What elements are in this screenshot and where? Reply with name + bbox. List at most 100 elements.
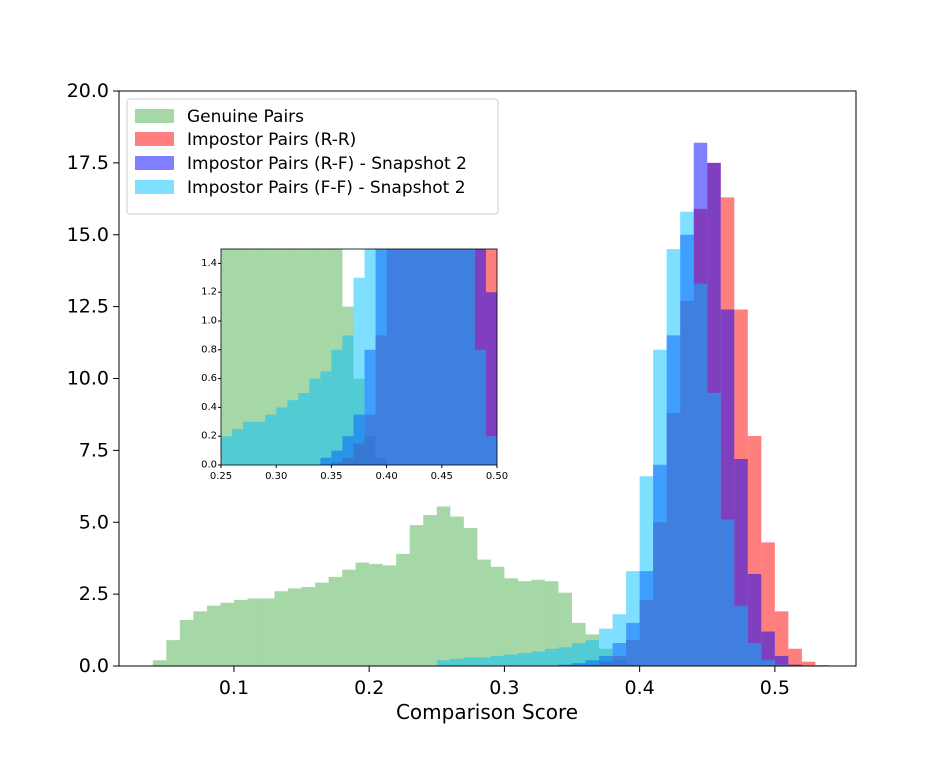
bar-impostor-pairs-r-r (774, 611, 789, 666)
bar-impostor-pairs-f-f-snapshot-2 (477, 657, 491, 666)
bar-genuine-pairs (152, 660, 167, 666)
inset-bar-impostor-pairs-f-f-snapshot-2 (397, 249, 409, 465)
legend-swatch-impostor-rr (135, 132, 174, 146)
bar-impostor-pairs-f-f-snapshot-2 (436, 660, 451, 666)
inset-bar-genuine-pairs (287, 249, 299, 465)
bar-impostor-pairs-f-f-snapshot-2 (558, 647, 573, 666)
bar-genuine-pairs (247, 598, 261, 666)
inset-x-tick-label: 0.45 (431, 471, 453, 482)
x-tick-label: 0.4 (625, 677, 655, 699)
inset-y-tick-label: 0.8 (201, 344, 217, 355)
inset-bar-impostor-pairs-f-f-snapshot-2 (353, 277, 365, 465)
inset-bar-genuine-pairs (0, 335, 11, 465)
inset-plot: 0.25 0.30 0.35 0.40 0.45 0.50 0.0 0.2 0.4 0.6 0.8… (0, 76, 508, 482)
legend-label-impostor-ff: Impostor Pairs (F-F) - Snapshot 2 (187, 178, 466, 198)
bar-impostor-pairs-f-f-snapshot-2 (504, 654, 518, 666)
bar-genuine-pairs (504, 578, 518, 666)
legend: Genuine Pairs Impostor Pairs (R-R) Impos… (126, 98, 499, 215)
inset-bar-impostor-pairs-f-f-snapshot-2 (309, 378, 321, 465)
inset-bar-impostor-pairs-f-f-snapshot-2 (419, 249, 431, 465)
inset-y-tick-label: 1.0 (201, 316, 217, 327)
bar-genuine-pairs (450, 516, 464, 666)
inset-bar-genuine-pairs (298, 249, 310, 465)
bar-impostor-pairs-f-f-snapshot-2 (572, 643, 586, 666)
inset-bar-genuine-pairs (55, 134, 66, 465)
legend-swatch-impostor-rf (135, 156, 174, 170)
bar-genuine-pairs (355, 562, 370, 666)
bar-genuine-pairs (301, 586, 316, 666)
bar-genuine-pairs (382, 565, 397, 666)
inset-bar-impostor-pairs-f-f-snapshot-2 (430, 249, 442, 465)
inset-bar-impostor-pairs-f-f-snapshot-2 (386, 249, 398, 465)
inset-bar-impostor-pairs-f-f-snapshot-2 (221, 436, 233, 465)
inset-bar-impostor-pairs-f-f-snapshot-2 (320, 371, 332, 465)
inset-bar-impostor-pairs-f-f-snapshot-2 (331, 349, 343, 465)
inset-bar-impostor-pairs-f-f-snapshot-2 (375, 249, 387, 465)
inset-y-tick-label: 0.6 (201, 373, 217, 384)
bar-impostor-pairs-r-f-snapshot-2 (788, 664, 802, 666)
inset-bar-impostor-pairs-f-f-snapshot-2 (441, 249, 453, 465)
bar-impostor-pairs-f-f-snapshot-2 (450, 658, 464, 666)
y-tick-label: 17.5 (67, 152, 109, 174)
bar-impostor-pairs-r-r (788, 648, 802, 666)
bar-genuine-pairs (517, 581, 532, 666)
y-axis: 0.0 2.5 5.0 7.5 10.0 12.5 15.0 17.5 20.0 (67, 80, 119, 677)
inset-bars (0, 76, 497, 465)
inset-bar-impostor-pairs-f-f-snapshot-2 (364, 249, 376, 465)
inset-bar-genuine-pairs (254, 249, 266, 465)
y-tick-label: 15.0 (67, 224, 109, 246)
bar-impostor-pairs-f-f-snapshot-2 (680, 211, 694, 666)
bar-genuine-pairs (179, 620, 194, 666)
inset-y-tick-label: 1.2 (201, 287, 217, 298)
bar-genuine-pairs (477, 559, 491, 666)
inset-bar-impostor-pairs-f-f-snapshot-2 (287, 400, 299, 465)
bar-genuine-pairs (166, 640, 180, 666)
bar-impostor-pairs-r-f-snapshot-2 (761, 631, 775, 666)
bar-impostor-pairs-f-f-snapshot-2 (517, 653, 532, 666)
bar-impostor-pairs-r-r (801, 661, 816, 666)
inset-x-tick-label: 0.30 (265, 471, 287, 482)
inset-bar-genuine-pairs (243, 249, 255, 465)
inset-bar-genuine-pairs (100, 76, 111, 465)
x-tick-label: 0.2 (354, 677, 384, 699)
bar-impostor-pairs-f-f-snapshot-2 (747, 643, 762, 666)
bar-genuine-pairs (463, 528, 478, 666)
bar-genuine-pairs (274, 591, 289, 666)
legend-box (126, 98, 499, 215)
inset-bar-impostor-pairs-f-f-snapshot-2 (463, 249, 475, 465)
legend-label-impostor-rr: Impostor Pairs (R-R) (187, 130, 356, 150)
inset-x-tick-label: 0.25 (210, 471, 232, 482)
bar-genuine-pairs (490, 566, 505, 666)
bar-impostor-pairs-f-f-snapshot-2 (707, 392, 721, 666)
inset-y-tick-label: 0.2 (201, 431, 217, 442)
inset-bar-impostor-pairs-f-f-snapshot-2 (254, 421, 266, 465)
bar-genuine-pairs (409, 525, 424, 666)
inset-bar-genuine-pairs (22, 191, 33, 465)
inset-bar-impostor-pairs-r-f-snapshot-2 (485, 292, 497, 465)
inset-x-tick-label: 0.50 (486, 471, 508, 482)
inset-plot-frame (220, 248, 498, 466)
inset-bar-impostor-pairs-f-f-snapshot-2 (408, 249, 420, 465)
y-tick-label: 10.0 (67, 368, 109, 390)
y-tick-label: 7.5 (79, 439, 109, 461)
inset-bar-genuine-pairs (320, 249, 332, 465)
inset-bar-genuine-pairs (11, 235, 22, 465)
inset-bar-impostor-pairs-f-f-snapshot-2 (298, 393, 310, 465)
inset-bar-impostor-pairs-f-f-snapshot-2 (474, 349, 486, 465)
inset-y-axis: 0.0 0.2 0.4 0.6 0.8 1.0 1.2 1.4 (201, 258, 221, 471)
legend-label-impostor-rf: Impostor Pairs (R-F) - Snapshot 2 (187, 154, 467, 174)
main-bars (152, 142, 829, 666)
inset-bar-impostor-pairs-f-f-snapshot-2 (276, 407, 288, 465)
x-axis: 0.1 0.2 0.3 0.4 0.5 (219, 666, 790, 699)
bar-impostor-pairs-f-f-snapshot-2 (531, 651, 545, 666)
bar-impostor-pairs-f-f-snapshot-2 (612, 614, 627, 666)
bar-impostor-pairs-f-f-snapshot-2 (734, 605, 748, 666)
bar-impostor-pairs-f-f-snapshot-2 (544, 648, 559, 666)
bar-genuine-pairs (531, 579, 545, 666)
inset-y-tick-label: 0.0 (201, 460, 217, 471)
bar-impostor-pairs-f-f-snapshot-2 (639, 476, 654, 666)
inset-bar-impostor-pairs-f-f-snapshot-2 (265, 414, 277, 465)
inset-bar-genuine-pairs (265, 249, 277, 465)
legend-swatch-impostor-ff (135, 180, 174, 194)
bar-genuine-pairs (342, 569, 356, 666)
